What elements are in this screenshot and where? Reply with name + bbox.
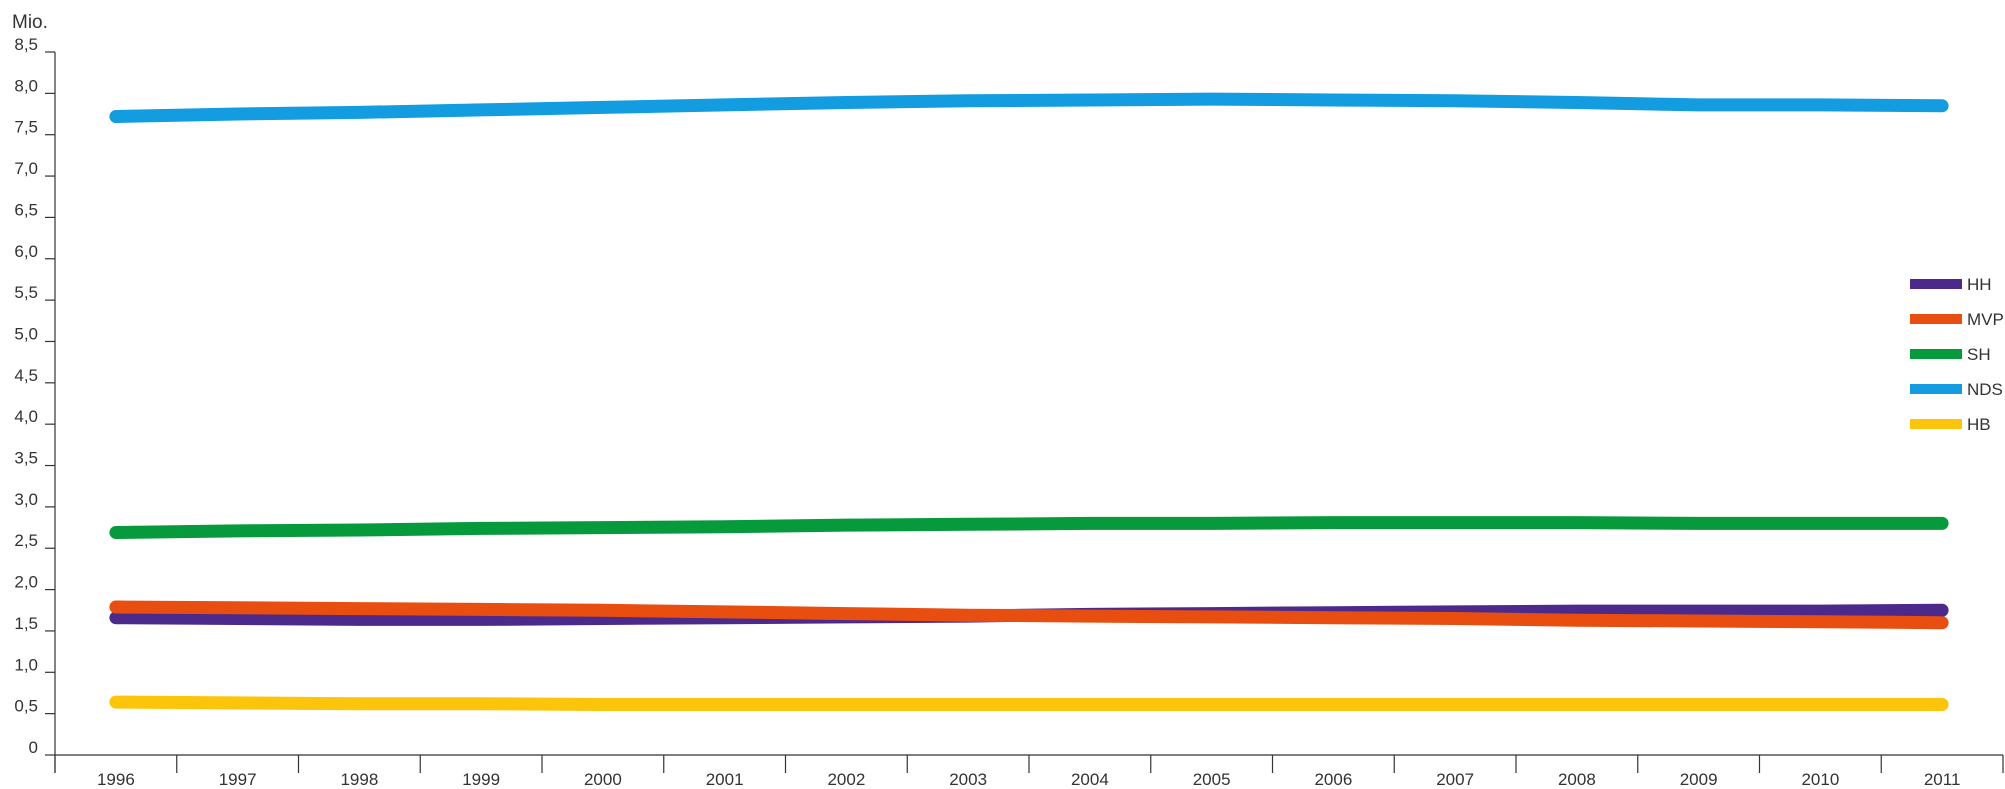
x-tick-label: 2007: [1436, 770, 1474, 789]
y-tick-label: 4,0: [14, 407, 38, 426]
y-tick-label: 7,0: [14, 159, 38, 178]
x-tick-label: 2002: [827, 770, 865, 789]
y-tick-label: 8,0: [14, 76, 38, 95]
legend-swatch-hb: [1910, 419, 1962, 429]
y-tick-label: 8,5: [14, 35, 38, 54]
legend-swatch-sh: [1910, 349, 1962, 359]
y-tick-label: 0,5: [14, 697, 38, 716]
legend-swatch-mvp: [1910, 314, 1962, 324]
y-tick-label: 5,0: [14, 324, 38, 343]
legend-label-sh: SH: [1967, 345, 1991, 364]
x-tick-label: 1996: [97, 770, 135, 789]
x-tick-label: 1998: [340, 770, 378, 789]
y-tick-label: 0: [29, 738, 38, 757]
x-tick-label: 2005: [1193, 770, 1231, 789]
y-tick-label: 1,0: [14, 655, 38, 674]
series-line-hb: [109, 695, 1949, 711]
y-tick-label: 2,5: [14, 531, 38, 550]
x-tick-label: 1999: [462, 770, 500, 789]
legend-label-nds: NDS: [1967, 380, 2003, 399]
x-tick-label: 2010: [1801, 770, 1839, 789]
legend: HH MVP SH NDS HB: [1910, 275, 2004, 434]
x-tick-label: 2008: [1558, 770, 1596, 789]
legend-swatch-nds: [1910, 384, 1962, 394]
y-tick-label: 1,5: [14, 614, 38, 633]
y-tick-label: 7,5: [14, 118, 38, 137]
series-line-nds: [109, 92, 1949, 123]
y-tick-label: 6,0: [14, 242, 38, 261]
x-tick-label: 1997: [219, 770, 257, 789]
series-line-mvp: [109, 600, 1949, 630]
x-tick-label: 2011: [1924, 770, 1961, 789]
y-tick-label: 5,5: [14, 283, 38, 302]
y-tick-label: 3,5: [14, 449, 38, 468]
y-tick-label: 6,5: [14, 200, 38, 219]
legend-swatch-hh: [1910, 279, 1962, 289]
x-tick-label: 2009: [1680, 770, 1718, 789]
axes: 0 0,5 1,0 1,5 2,0 2,5 3,0 3,5 4,0 4,5 5,0 5,5 6,0 6,5…: [14, 35, 2004, 789]
x-tick-label: 2006: [1314, 770, 1352, 789]
series-lines: [109, 92, 1949, 711]
x-tick-label: 2004: [1071, 770, 1109, 789]
legend-label-hb: HB: [1967, 415, 1991, 434]
y-axis-unit-label: Mio.: [12, 12, 48, 33]
series-line-sh: [109, 516, 1949, 539]
y-tick-label: 2,0: [14, 573, 38, 592]
legend-label-mvp: MVP: [1967, 310, 2004, 329]
y-tick-label: 4,5: [14, 366, 38, 385]
legend-label-hh: HH: [1967, 275, 1992, 294]
x-tick-label: 2001: [706, 770, 744, 789]
x-tick-label: 2003: [949, 770, 987, 789]
y-tick-label: 3,0: [14, 490, 38, 509]
x-tick-label: 2000: [584, 770, 622, 789]
